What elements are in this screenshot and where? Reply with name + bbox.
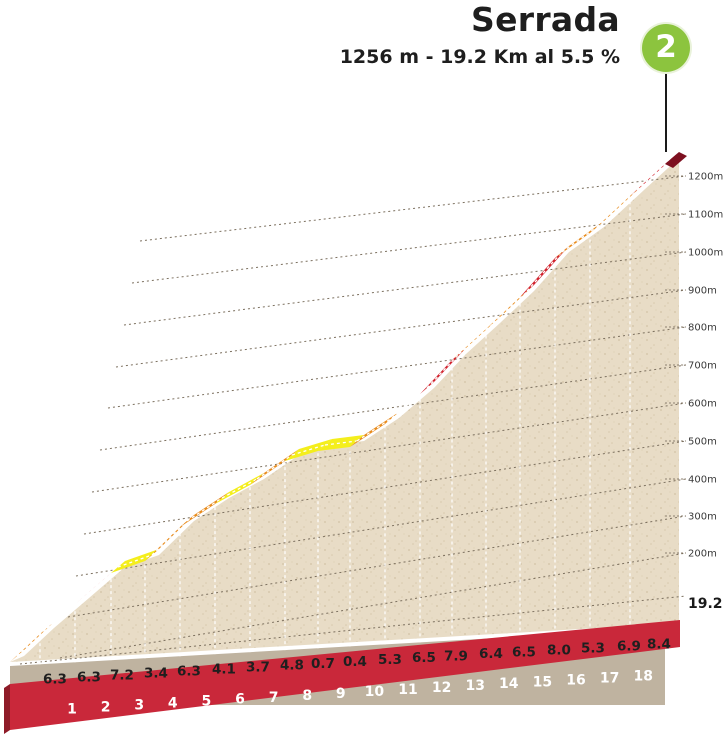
km-label: 8 [302, 688, 312, 704]
altitude-tick-label: 800m [688, 323, 717, 334]
km-label: 11 [398, 682, 417, 698]
gradient-label: 5.3 [581, 640, 605, 656]
gradient-label: 8.4 [647, 637, 671, 653]
ribbon-centerline [426, 353, 460, 389]
ribbon-centerline [81, 566, 119, 599]
altitude-grid-line [83, 440, 687, 535]
ribbon-centerline [186, 497, 223, 522]
gradient-label: 6.5 [512, 644, 536, 660]
climb-title: Serrada [471, 0, 620, 39]
ribbon-centerline [221, 478, 258, 499]
altitude-tick-label: 300m [688, 512, 717, 523]
altitude-tick-label: 1000m [688, 248, 723, 259]
altitude-grid-line [107, 326, 687, 409]
km-label: 4 [168, 696, 178, 712]
ribbon-centerline [561, 226, 598, 253]
category-badge: 2 [642, 24, 690, 72]
km-label: 1 [67, 701, 77, 717]
km-label: 16 [566, 672, 585, 688]
km-label: 18 [633, 668, 652, 684]
labels: 6.3 6.3 7.2 3.4 6.3 4.1 3.7 4.8 0.7 0.4 5.3 6.5 7.9 6… [43, 596, 723, 717]
ribbon-centerline [458, 322, 494, 355]
gradient-label: 3.4 [144, 666, 168, 682]
gradient-segment [590, 184, 644, 233]
altitude-grid-line [115, 289, 687, 368]
ribbon-centerline [151, 520, 188, 556]
gradient-label: 5.3 [378, 652, 402, 668]
altitude-grid-line [131, 213, 687, 284]
km-label: 2 [101, 699, 111, 715]
gradient-ribbon [10, 72, 687, 662]
ribbon-centerline [117, 554, 153, 568]
ribbon-centerline [256, 454, 293, 480]
gradient-label: 6.3 [77, 669, 101, 685]
distance-base [4, 620, 680, 734]
gradient-segment [318, 435, 364, 451]
km-label: 12 [432, 680, 451, 696]
terrain-area [10, 158, 679, 662]
gradient-label: 4.1 [212, 662, 236, 678]
altitude-tick-label: 200m [688, 549, 717, 560]
total-distance-label: 19.2 [688, 596, 723, 612]
gradient-label: 4.8 [280, 658, 304, 674]
ribbon-centerline [16, 627, 48, 657]
altitude-tick-label: 1100m [688, 210, 723, 221]
gradient-label: 8.0 [547, 642, 571, 658]
summit-cap [665, 152, 687, 168]
terrain-fill [10, 158, 679, 662]
altitude-grid: 200m 300m 400m 500m 600m 700m 800m 900m 1000m 110… [19, 172, 723, 665]
gradient-label: 0.7 [311, 656, 335, 672]
gradient-label: 0.4 [343, 654, 367, 670]
km-label: 7 [269, 690, 279, 706]
gradient-label: 6.3 [43, 671, 67, 687]
km-dividers [39, 198, 631, 665]
altitude-tick-label: 1200m [688, 172, 723, 183]
gradient-label: 6.4 [479, 646, 503, 662]
km-label: 10 [365, 684, 385, 700]
distance-band [10, 620, 680, 730]
gradient-label: 3.7 [246, 660, 270, 676]
km-label: 6 [235, 692, 245, 708]
gradient-label: 7.2 [110, 668, 134, 684]
km-label: 15 [533, 674, 552, 690]
gradient-label: 7.9 [444, 648, 468, 664]
ribbon-centerline [526, 251, 563, 292]
km-label: 14 [499, 676, 519, 692]
climb-subtitle: 1256 m - 19.2 Km al 5.5 % [339, 46, 620, 68]
ribbon-centerline [636, 157, 673, 191]
altitude-tick-label: 700m [688, 361, 717, 372]
altitude-tick-label: 900m [688, 286, 717, 297]
altitude-grid-line [99, 364, 687, 451]
gradient-label: 6.5 [412, 650, 436, 666]
distance-band-edge [4, 684, 10, 734]
gradient-label: 6.9 [617, 638, 641, 654]
altitude-grid-line [59, 552, 687, 659]
km-label: 13 [465, 678, 484, 694]
gradient-segment [285, 439, 332, 461]
km-label: 5 [202, 694, 212, 710]
ribbon-centerline [492, 290, 528, 324]
base-grid-line [19, 595, 687, 665]
altitude-tick-label: 600m [688, 399, 717, 410]
altitude-tick-label: 500m [688, 437, 717, 448]
ribbon-centerline [356, 417, 393, 442]
km-label: 17 [600, 670, 619, 686]
altitude-tick-label: 400m [688, 475, 717, 486]
km-label: 3 [134, 698, 144, 714]
km-label: 9 [336, 686, 346, 702]
altitude-grid-line [91, 402, 687, 493]
altitude-grid-line [67, 515, 687, 618]
gradient-label: 6.3 [177, 664, 201, 680]
ribbon-centerline [324, 440, 358, 446]
altitude-grid-line [139, 175, 687, 242]
